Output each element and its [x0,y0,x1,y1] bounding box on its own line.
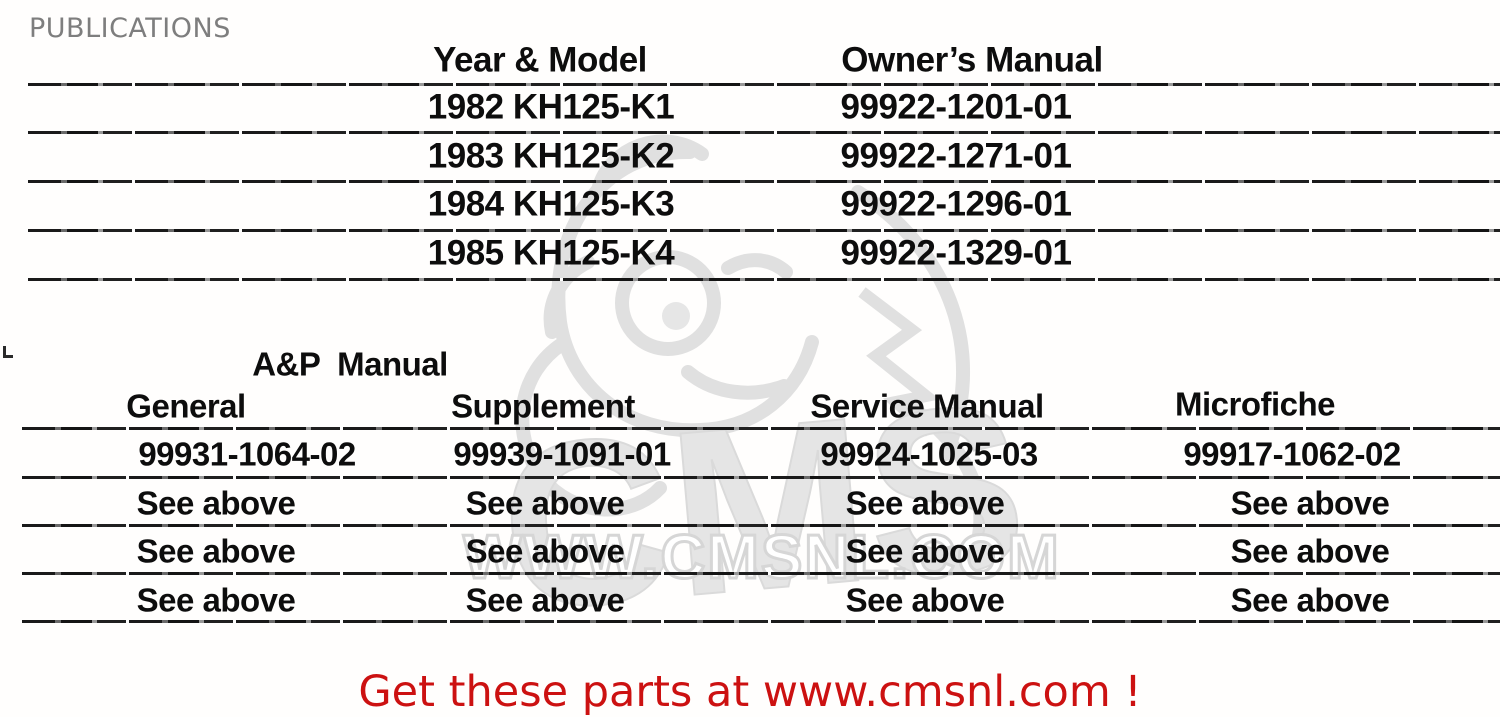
table1-rule-5 [28,278,1500,281]
table-cell-year-model: 1983 KH125-K2 [427,136,675,176]
table-cell-service-manual: 99924-1025-03 [820,435,1038,473]
page-title: PUBLICATIONS [29,13,231,44]
watermark-beak [681,365,791,400]
table1-rule-3 [28,180,1500,183]
table1-rule-4 [28,229,1500,232]
col-header-owners-manual: Owner’s Manual [841,40,1103,80]
table-cell-owners-manual: 99922-1271-01 [840,136,1072,176]
table-cell-microfiche: 99917-1062-02 [1183,435,1401,473]
group-header-ap-manual: A&P Manual [252,345,448,383]
table-cell-supplement: See above [465,484,625,522]
table-cell-general: 99931-1064-02 [138,435,356,473]
table-cell-general: See above [136,581,296,619]
table2-rule-2 [22,476,1500,479]
col-header-year-model: Year & Model [433,40,647,80]
table-cell-year-model: 1985 KH125-K4 [427,233,675,273]
table-cell-supplement: See above [465,581,625,619]
table1-rule-1 [28,83,1500,86]
watermark-wink [721,253,793,279]
table-cell-microfiche: See above [1230,484,1390,522]
col-header-general: General [126,387,246,425]
table-cell-owners-manual: 99922-1296-01 [840,184,1072,224]
table2-rule-5 [22,620,1500,623]
cmsnl-promo-link[interactable]: Get these parts at www.cmsnl.com ! [358,667,1142,717]
table-cell-service-manual: See above [845,484,1005,522]
table2-rule-1 [22,427,1500,430]
table-cell-supplement: See above [465,532,625,570]
col-header-supplement: Supplement [451,387,635,425]
scan-speck [3,346,13,358]
table-cell-service-manual: See above [845,532,1005,570]
watermark-thumb [543,255,595,339]
table-cell-general: See above [136,532,296,570]
table-cell-owners-manual: 99922-1201-01 [840,87,1072,127]
table2-rule-4 [22,572,1500,575]
col-header-microfiche: Microfiche [1174,385,1336,423]
watermark-eye-pupil [662,302,690,330]
col-header-service-manual: Service Manual [810,387,1044,425]
table-cell-service-manual: See above [845,581,1005,619]
table-cell-year-model: 1982 KH125-K1 [427,87,675,127]
table1-rule-2 [28,131,1500,134]
table-cell-microfiche: See above [1230,581,1390,619]
table-cell-owners-manual: 99922-1329-01 [840,233,1072,273]
table-cell-microfiche: See above [1230,532,1390,570]
table2-rule-3 [22,524,1500,527]
table-cell-supplement: 99939-1091-01 [453,435,671,473]
table-cell-year-model: 1984 KH125-K3 [427,184,675,224]
table-cell-general: See above [136,484,296,522]
